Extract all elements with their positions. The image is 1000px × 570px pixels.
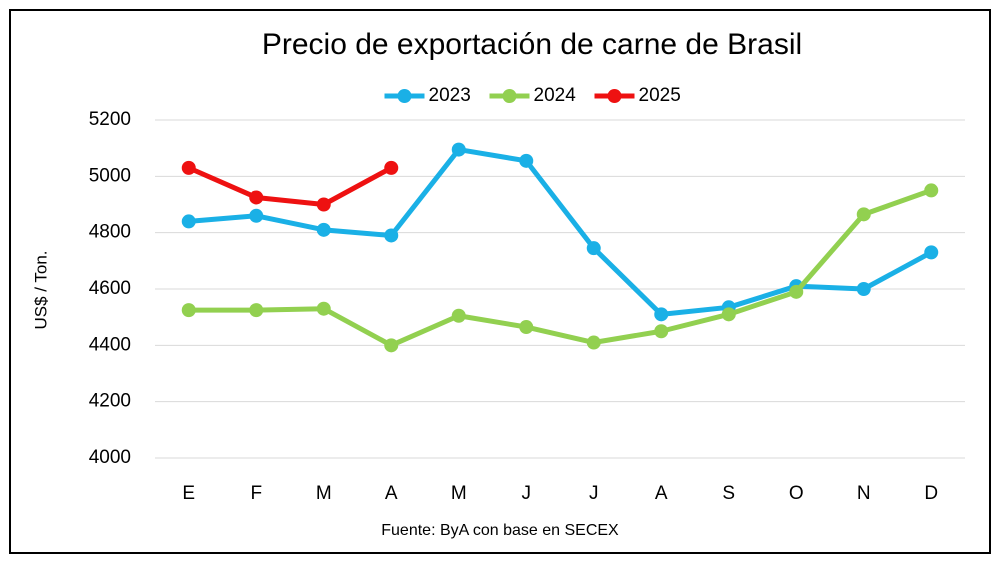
y-tick-label: 4800 bbox=[89, 222, 131, 243]
data-point bbox=[181, 214, 196, 229]
data-point bbox=[586, 335, 601, 350]
x-tick-label: M bbox=[451, 483, 467, 504]
legend-label: 2023 bbox=[429, 85, 471, 106]
x-tick-label: S bbox=[722, 483, 735, 504]
data-point bbox=[519, 320, 534, 335]
source-note: Fuente: ByA con base en SECEX bbox=[381, 522, 619, 539]
data-point bbox=[181, 303, 196, 318]
data-point bbox=[384, 160, 399, 175]
data-point bbox=[181, 160, 196, 175]
x-tick-label: J bbox=[522, 483, 532, 504]
legend-marker bbox=[397, 89, 412, 103]
series-line bbox=[188, 188, 933, 348]
data-point bbox=[316, 301, 331, 316]
data-point bbox=[384, 228, 399, 243]
x-tick-label: A bbox=[655, 483, 668, 504]
x-tick-label: N bbox=[857, 483, 871, 504]
data-point bbox=[586, 241, 601, 256]
data-point bbox=[654, 324, 669, 339]
y-tick-label: 4200 bbox=[89, 391, 131, 412]
data-point bbox=[451, 142, 466, 157]
y-tick-label: 5000 bbox=[89, 165, 131, 186]
data-point bbox=[924, 245, 939, 260]
data-point bbox=[654, 307, 669, 322]
legend-marker bbox=[502, 89, 517, 103]
data-point bbox=[721, 307, 736, 322]
data-point bbox=[789, 284, 804, 299]
y-tick-label: 4400 bbox=[89, 334, 131, 355]
x-tick-label: A bbox=[385, 483, 398, 504]
x-tick-label: O bbox=[789, 483, 804, 504]
data-point bbox=[316, 197, 331, 212]
y-tick-label: 4000 bbox=[89, 447, 131, 468]
x-tick-label: D bbox=[924, 483, 938, 504]
data-point bbox=[316, 222, 331, 237]
legend-marker bbox=[607, 89, 622, 103]
legend-label: 2025 bbox=[639, 85, 681, 106]
data-point bbox=[384, 338, 399, 353]
x-tick-label: F bbox=[250, 483, 262, 504]
data-point bbox=[856, 207, 871, 222]
y-tick-label: 4600 bbox=[89, 278, 131, 299]
series-line bbox=[188, 147, 933, 317]
legend-label: 2024 bbox=[534, 85, 577, 106]
data-point bbox=[451, 308, 466, 323]
data-point bbox=[519, 153, 534, 168]
chart-title: Precio de exportación de carne de Brasil bbox=[262, 28, 802, 61]
chart-border bbox=[9, 9, 991, 554]
data-point bbox=[249, 208, 264, 223]
data-point bbox=[249, 303, 264, 318]
data-point bbox=[856, 282, 871, 296]
x-tick-label: J bbox=[589, 483, 599, 504]
series-line bbox=[187, 165, 393, 207]
data-point bbox=[924, 183, 939, 198]
data-point bbox=[249, 190, 264, 205]
x-tick-label: M bbox=[316, 483, 332, 504]
y-tick-label: 5200 bbox=[89, 109, 131, 130]
x-tick-label: E bbox=[182, 483, 195, 504]
y-axis-label: US$ / Ton. bbox=[31, 250, 50, 329]
